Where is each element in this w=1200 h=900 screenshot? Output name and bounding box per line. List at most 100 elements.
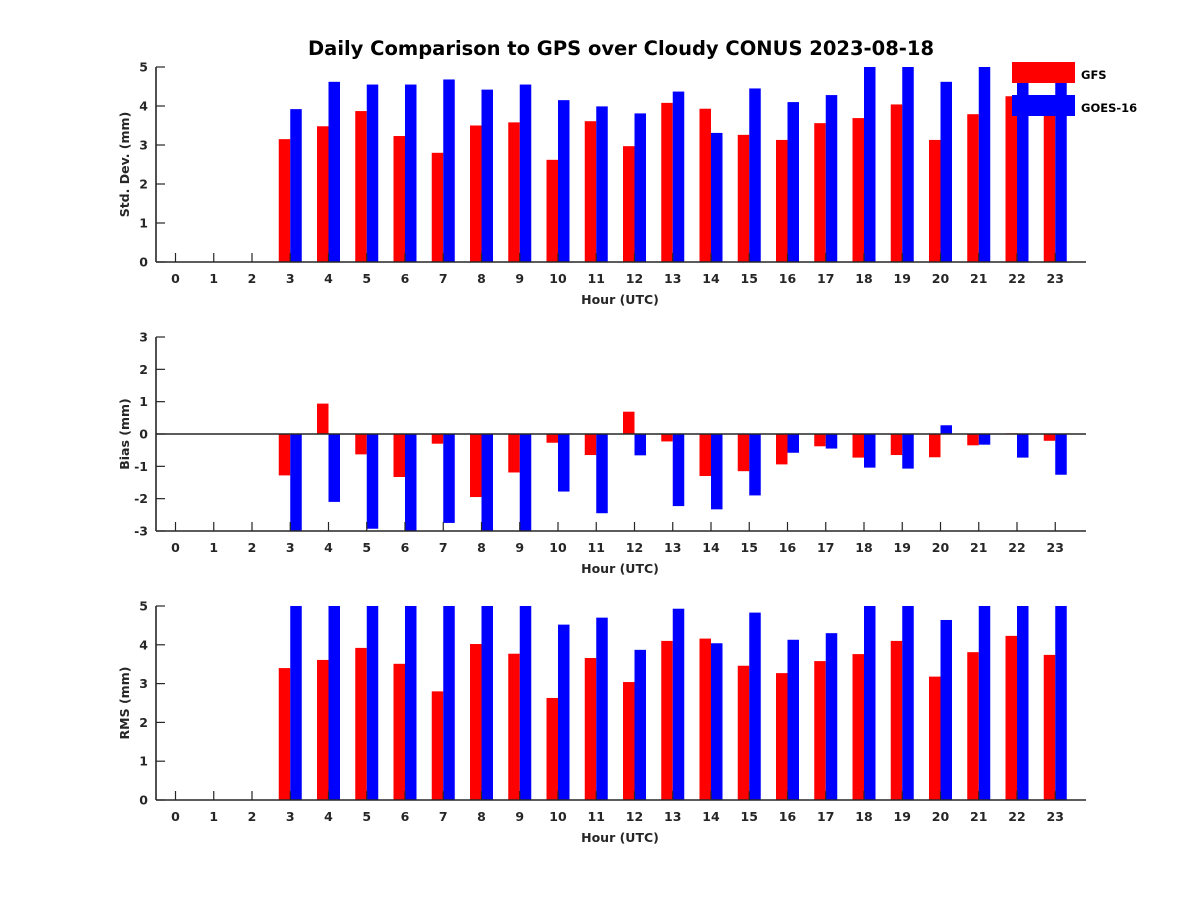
bar-gfs-hour-12 xyxy=(623,146,635,262)
bar-gfs-hour-6 xyxy=(393,663,405,800)
y-tick-label: 2 xyxy=(139,362,148,377)
bar-gfs-hour-15 xyxy=(737,134,750,262)
y-tick-label: 1 xyxy=(139,394,148,409)
bar-gfs-hour-8 xyxy=(470,434,482,498)
x-tick-label: 18 xyxy=(855,271,872,286)
bar-goes-16-hour-21 xyxy=(978,67,991,262)
x-tick-label: 9 xyxy=(515,271,524,286)
bar-goes-16-hour-12 xyxy=(634,649,646,800)
y-tick-label: 1 xyxy=(139,216,148,231)
x-tick-label: 8 xyxy=(477,540,486,555)
x-tick-label: 16 xyxy=(779,540,797,555)
x-tick-label: 15 xyxy=(741,271,758,286)
bar-gfs-hour-6 xyxy=(393,136,405,262)
bar-goes-16-hour-5 xyxy=(366,606,379,800)
bar-goes-16-hour-20 xyxy=(940,425,952,434)
bar-gfs-hour-21 xyxy=(967,434,979,446)
bar-goes-16-hour-12 xyxy=(634,113,646,262)
bar-gfs-hour-14 xyxy=(699,638,711,800)
bar-goes-16-hour-9 xyxy=(519,84,532,262)
x-tick-label: 3 xyxy=(286,809,295,824)
bar-goes-16-hour-14 xyxy=(711,434,723,510)
x-tick-label: 5 xyxy=(362,271,371,286)
y-tick-label: 2 xyxy=(139,177,148,192)
bar-gfs-hour-5 xyxy=(355,434,367,455)
x-tick-label: 1 xyxy=(209,271,218,286)
y-tick-label: -2 xyxy=(134,491,148,506)
x-tick-label: 14 xyxy=(702,271,720,286)
bar-goes-16-hour-4 xyxy=(328,606,340,800)
x-tick-label: 17 xyxy=(817,540,834,555)
bar-goes-16-hour-4 xyxy=(328,434,340,502)
x-tick-label: 11 xyxy=(588,271,605,286)
bar-gfs-hour-9 xyxy=(508,653,520,800)
x-tick-label: 2 xyxy=(248,540,257,555)
x-tick-label: 15 xyxy=(741,540,758,555)
x-tick-label: 3 xyxy=(286,271,295,286)
y-tick-label: 0 xyxy=(139,255,148,270)
bar-goes-16-hour-18 xyxy=(864,67,876,262)
bar-gfs-hour-11 xyxy=(584,657,597,800)
x-tick-label: 7 xyxy=(439,540,448,555)
x-tick-label: 0 xyxy=(171,540,180,555)
bar-gfs-hour-16 xyxy=(776,673,788,800)
x-tick-label: 2 xyxy=(248,809,257,824)
bar-gfs-hour-23 xyxy=(1043,654,1056,800)
bar-goes-16-hour-15 xyxy=(749,612,761,800)
bar-gfs-hour-3 xyxy=(278,139,291,262)
x-tick-label: 4 xyxy=(324,809,333,824)
bar-goes-16-hour-8 xyxy=(481,434,493,531)
bar-gfs-hour-15 xyxy=(737,434,750,472)
bar-goes-16-hour-7 xyxy=(443,434,455,523)
bar-gfs-hour-12 xyxy=(623,682,635,800)
x-tick-label: 21 xyxy=(970,809,987,824)
bar-goes-16-hour-14 xyxy=(711,132,723,262)
bar-goes-16-hour-11 xyxy=(596,106,608,262)
bar-goes-16-hour-17 xyxy=(825,95,838,262)
x-tick-label: 9 xyxy=(515,809,524,824)
bar-goes-16-hour-20 xyxy=(940,619,952,800)
x-tick-label: 5 xyxy=(362,809,371,824)
y-tick-label: 3 xyxy=(139,676,148,691)
x-tick-label: 22 xyxy=(1008,809,1025,824)
bar-goes-16-hour-11 xyxy=(596,434,608,514)
y-tick-label: 0 xyxy=(139,427,148,442)
x-tick-label: 13 xyxy=(664,540,681,555)
x-tick-label: 17 xyxy=(817,271,834,286)
x-tick-label: 10 xyxy=(549,271,567,286)
bar-gfs-hour-13 xyxy=(661,102,673,262)
bar-gfs-hour-19 xyxy=(890,104,903,262)
bar-goes-16-hour-19 xyxy=(902,434,914,469)
x-tick-label: 20 xyxy=(932,271,950,286)
bar-gfs-hour-13 xyxy=(661,640,673,800)
bar-goes-16-hour-8 xyxy=(481,606,493,800)
bar-gfs-hour-14 xyxy=(699,108,711,262)
x-tick-label: 12 xyxy=(626,809,643,824)
bar-goes-16-hour-13 xyxy=(672,434,685,507)
bar-goes-16-hour-9 xyxy=(519,606,532,800)
bar-gfs-hour-16 xyxy=(776,139,788,262)
bar-gfs-hour-12 xyxy=(623,411,635,434)
x-tick-label: 2 xyxy=(248,271,257,286)
legend: GFS GOES-16 xyxy=(1012,62,1137,116)
x-tick-label: 11 xyxy=(588,809,605,824)
bar-gfs-hour-13 xyxy=(661,434,673,442)
figure-title: Daily Comparison to GPS over Cloudy CONU… xyxy=(308,37,934,60)
bar-goes-16-hour-10 xyxy=(558,100,570,263)
legend-label-goes-16: GOES-16 xyxy=(1081,101,1137,115)
bar-gfs-hour-10 xyxy=(546,159,558,262)
y-axis-label: Std. Dev. (mm) xyxy=(117,112,132,218)
x-tick-label: 23 xyxy=(1047,809,1064,824)
x-tick-label: 19 xyxy=(894,271,911,286)
x-tick-label: 8 xyxy=(477,809,486,824)
y-tick-label: 5 xyxy=(139,599,148,614)
x-tick-label: 17 xyxy=(817,809,834,824)
bar-goes-16-hour-23 xyxy=(1055,606,1067,800)
bar-goes-16-hour-22 xyxy=(1017,67,1029,262)
bar-goes-16-hour-10 xyxy=(558,624,570,800)
x-tick-label: 20 xyxy=(932,809,950,824)
x-tick-label: 22 xyxy=(1008,271,1025,286)
bar-gfs-hour-8 xyxy=(470,125,482,262)
